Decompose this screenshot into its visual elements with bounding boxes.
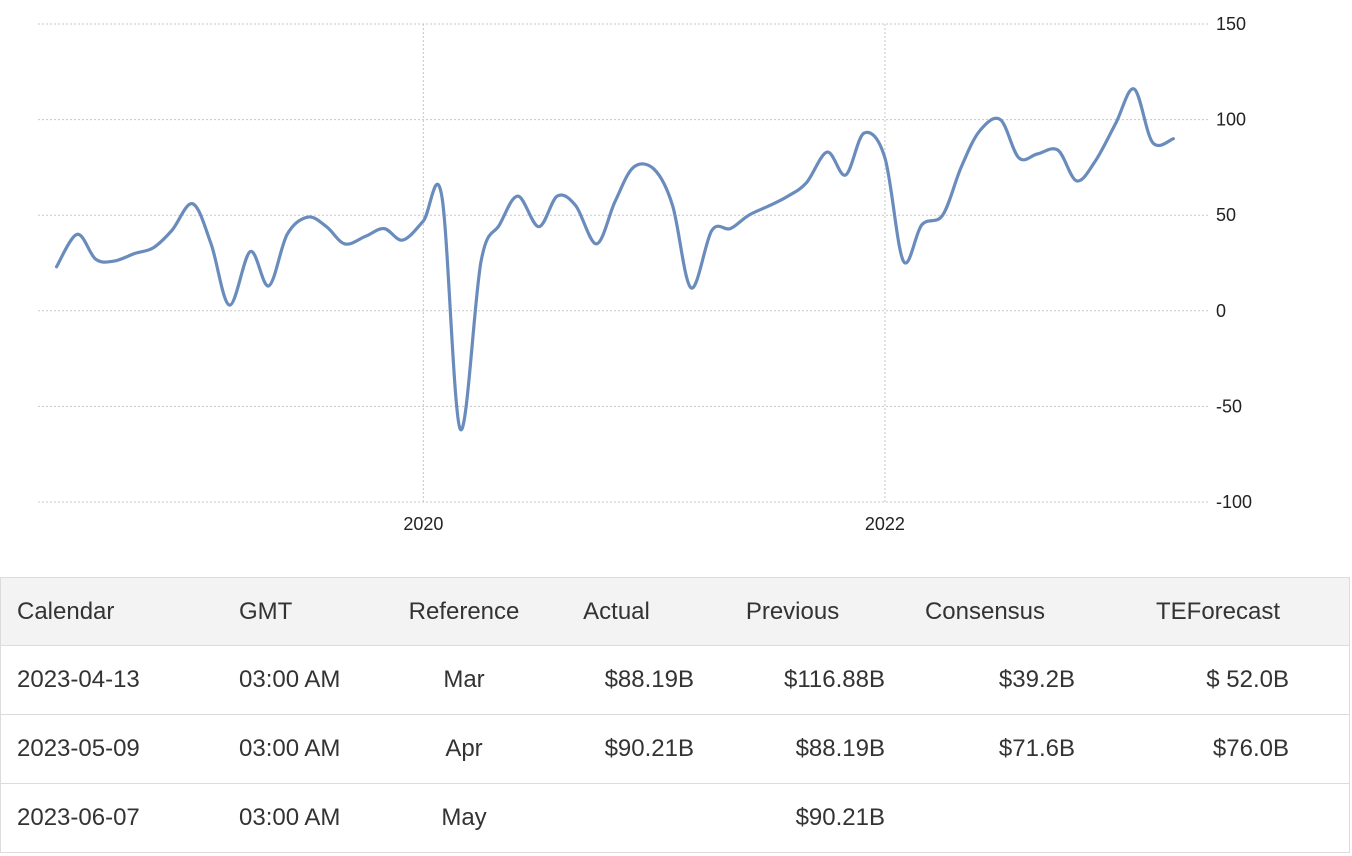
line-chart: 150 100 50 0 -50 -100 2020 2022 — [38, 14, 1252, 534]
cell-previous: $116.88B — [700, 645, 895, 715]
series-line — [54, 87, 1175, 431]
cell-reference: Apr — [389, 714, 539, 784]
x-tick-label: 2022 — [865, 514, 905, 534]
y-tick-label: 50 — [1216, 205, 1236, 225]
header-reference: Reference — [389, 577, 539, 646]
horizontal-gridlines — [38, 23, 1208, 503]
cell-gmt: 03:00 AM — [227, 714, 389, 784]
cell-gmt: 03:00 AM — [227, 783, 389, 853]
cell-consensus: $71.6B — [895, 714, 1087, 784]
cell-gmt: 03:00 AM — [227, 645, 389, 715]
cell-calendar: 2023-05-09 — [0, 714, 227, 784]
cell-actual: $90.21B — [539, 714, 700, 784]
calendar-table: Calendar GMT Reference Actual Previous C… — [0, 577, 1350, 853]
cell-actual — [539, 783, 700, 853]
cell-previous: $88.19B — [700, 714, 895, 784]
cell-previous: $90.21B — [700, 783, 895, 853]
y-axis-tick-labels: 150 100 50 0 -50 -100 — [1216, 14, 1252, 512]
cell-consensus: $39.2B — [895, 645, 1087, 715]
y-tick-label: -50 — [1216, 396, 1242, 416]
header-actual: Actual — [539, 577, 700, 646]
table-row: 2023-05-09 03:00 AM Apr $90.21B $88.19B … — [0, 714, 1350, 784]
header-teforecast: TEForecast — [1087, 577, 1350, 646]
header-previous: Previous — [700, 577, 895, 646]
table-row: 2023-04-13 03:00 AM Mar $88.19B $116.88B… — [0, 645, 1350, 715]
cell-calendar: 2023-04-13 — [0, 645, 227, 715]
cell-teforecast: $ 52.0B — [1087, 645, 1350, 715]
y-tick-label: -100 — [1216, 492, 1252, 512]
table-row: 2023-06-07 03:00 AM May $90.21B — [0, 783, 1350, 853]
table-header-row: Calendar GMT Reference Actual Previous C… — [0, 577, 1350, 646]
cell-teforecast: $76.0B — [1087, 714, 1350, 784]
cell-consensus — [895, 783, 1087, 853]
y-tick-label: 100 — [1216, 110, 1246, 130]
cell-actual: $88.19B — [539, 645, 700, 715]
header-consensus: Consensus — [895, 577, 1087, 646]
y-tick-label: 150 — [1216, 14, 1246, 34]
x-axis-tick-labels: 2020 2022 — [403, 514, 905, 534]
cell-reference: Mar — [389, 645, 539, 715]
cell-calendar: 2023-06-07 — [0, 783, 227, 853]
cell-teforecast — [1087, 783, 1350, 853]
cell-reference: May — [389, 783, 539, 853]
vertical-gridlines — [422, 24, 886, 502]
y-tick-label: 0 — [1216, 301, 1226, 321]
x-tick-label: 2020 — [403, 514, 443, 534]
header-gmt: GMT — [227, 577, 389, 646]
header-calendar: Calendar — [0, 577, 227, 646]
